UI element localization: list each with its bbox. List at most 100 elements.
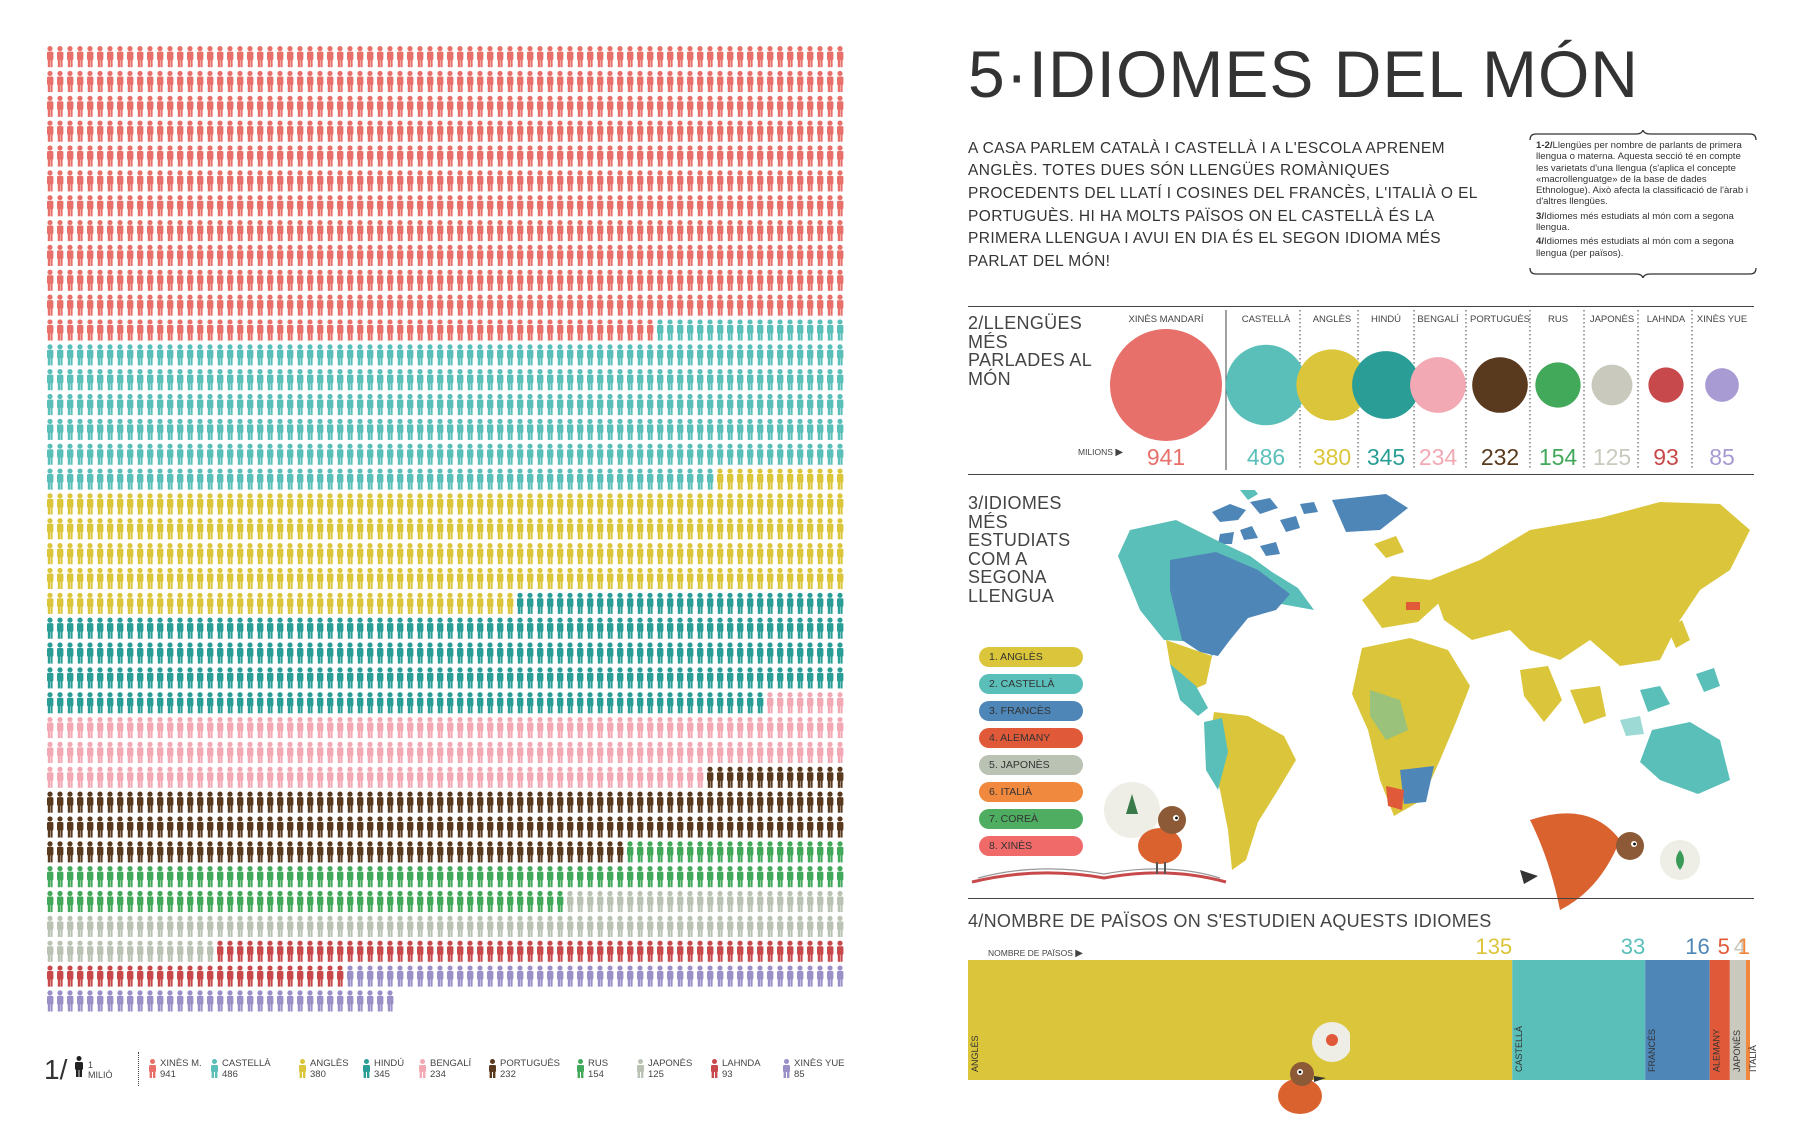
bubble-castella xyxy=(1225,344,1307,426)
legend-value: 486 xyxy=(222,1069,238,1080)
pictograph-series-rus xyxy=(47,841,844,913)
note-4: 4/Idiomes més estudiats al món com a seg… xyxy=(1536,236,1734,259)
ranking-item-3: 3. FRANCÈS xyxy=(979,701,1083,721)
bubble-label-japones: JAPONÈS xyxy=(1590,314,1634,325)
legend-separator xyxy=(138,1052,139,1086)
pictograph-chart xyxy=(47,46,844,1012)
bubble-value-xines-mandari: 941 xyxy=(1147,444,1185,470)
notes-text: 1-2/Llengües per nombre de parlants de p… xyxy=(1536,140,1754,262)
bubble-label-bengali: BENGALÍ xyxy=(1417,314,1459,325)
bird-illustration xyxy=(1278,1022,1350,1114)
bubble-xines-yue xyxy=(1705,368,1739,402)
world-map xyxy=(1118,490,1750,870)
section4-unit-label: NOMBRE DE PAÏSOS ▶ xyxy=(988,948,1083,959)
legend-name: LAHNDA xyxy=(722,1058,761,1069)
bubble-value-hindu: 345 xyxy=(1367,444,1405,470)
pictograph-series-portugues xyxy=(47,766,844,863)
legend-name: HINDÚ xyxy=(374,1058,405,1069)
bar-value-castella: 33 xyxy=(1621,934,1645,959)
divider-section3 xyxy=(968,474,1754,475)
bar-label-castella: CASTELLÀ xyxy=(1514,1026,1524,1072)
legend-value: 380 xyxy=(310,1069,326,1080)
bubble-value-japones: 125 xyxy=(1593,444,1631,470)
bubble-label-rus: RUS xyxy=(1548,314,1568,325)
ranking-item-7: 7. COREÀ xyxy=(979,809,1083,829)
legend-value: 125 xyxy=(648,1069,664,1080)
divider-section4 xyxy=(968,898,1754,899)
legend-value: 941 xyxy=(160,1069,176,1080)
notes-bracket xyxy=(1529,130,1757,278)
pictograph-series-hindu xyxy=(47,592,844,714)
bubble-xines-mandari xyxy=(1110,329,1222,441)
bar-label-angles: ANGLÈS xyxy=(970,1035,980,1072)
note-1-2: 1-2/Llengües per nombre de parlants de p… xyxy=(1536,140,1748,208)
section2-title: 2/LLENGÜES MÉS PARLADES AL MÓN xyxy=(968,313,1092,389)
legend-value: 232 xyxy=(500,1069,516,1080)
bar-value-japones: 4 xyxy=(1734,934,1746,959)
section3-title: 3/IDIOMES MÉS ESTUDIATS COM A SEGONA LLE… xyxy=(968,493,1071,606)
bubble-label-angles: ANGLÈS xyxy=(1313,314,1352,325)
ranking-item-8: 8. XINÈS xyxy=(979,836,1083,856)
bubble-value-angles: 380 xyxy=(1313,444,1351,470)
pictograph-series-xines-m xyxy=(47,46,844,341)
pictograph-series-bengali xyxy=(47,692,844,788)
bar-segment-alemany xyxy=(1709,960,1730,1080)
greenland xyxy=(1332,494,1408,532)
bubble-value-castella: 486 xyxy=(1247,444,1285,470)
bubble-chart: XINÈS MANDARÍ 941 CASTELLÀ 486 ANGLÈS 380 HIND… xyxy=(1110,310,1748,470)
bubble-value-xines-yue: 85 xyxy=(1709,444,1735,470)
note-3: 3/Idiomes més estudiats al món com a seg… xyxy=(1536,210,1734,234)
section2-unit-label: MILIONS ▶ xyxy=(1078,447,1124,458)
bubble-label-hindu: HINDÚ xyxy=(1371,314,1401,325)
ranking-item-2: 2. CASTELLÀ xyxy=(979,674,1083,694)
ranking-item-5: 5. JAPONÈS xyxy=(979,755,1083,775)
bar-value-frances: 16 xyxy=(1685,934,1709,959)
bubble-japones xyxy=(1591,364,1633,406)
legend-name: XINÈS M. xyxy=(160,1058,202,1069)
bar-label-alemany: ALEMANY xyxy=(1712,1029,1722,1072)
ranking-item-1: 1. ANGLÈS xyxy=(979,647,1083,667)
ranking-item-4: 4. ALEMANY xyxy=(979,728,1083,748)
bubble-bengali xyxy=(1410,357,1466,413)
bubble-portugues xyxy=(1472,357,1528,413)
bar-label-japones: JAPONÈS xyxy=(1732,1030,1742,1072)
pictograph-series-japones xyxy=(47,890,844,962)
bubble-hindu xyxy=(1352,351,1420,419)
bubble-label-xines-mandari: XINÈS MANDARÍ xyxy=(1129,314,1204,325)
bar-label-frances: FRANCÈS xyxy=(1647,1029,1657,1072)
bubble-lahnda xyxy=(1648,367,1684,403)
intro-text: A CASA PARLEM CATALÀ I CASTELLÀ I A L'ES… xyxy=(968,139,1478,271)
bubble-value-bengali: 234 xyxy=(1419,444,1458,470)
pictograph-series-lahnda xyxy=(47,940,844,987)
legend-name: CASTELLÀ xyxy=(222,1058,271,1069)
bubble-value-rus: 154 xyxy=(1539,444,1578,470)
bubble-angles xyxy=(1296,349,1368,421)
pictograph-series-angles xyxy=(47,468,844,614)
bar-value-angles: 135 xyxy=(1475,934,1512,959)
bubble-rus xyxy=(1535,362,1581,408)
legend-name: BENGALÍ xyxy=(430,1058,472,1069)
arctic-islands xyxy=(1212,498,1318,556)
pictograph-legend: 1/ 1 MILIÓ XINÈS M. 941 CASTELLÀ 486 ANGLÈS 3… xyxy=(44,1052,864,1092)
bar-segment-frances xyxy=(1645,960,1710,1080)
pictograph-series-castella xyxy=(47,319,844,490)
bar-segment-angles xyxy=(968,960,1513,1080)
bar-value-italia: 1 xyxy=(1738,934,1750,959)
legend-value: 85 xyxy=(794,1069,805,1080)
legend-value: 345 xyxy=(374,1069,390,1080)
bird-on-book-illustration xyxy=(971,782,1227,884)
person-icon xyxy=(75,1056,83,1077)
legend-name: PORTUGUÈS xyxy=(500,1058,561,1069)
bubble-label-castella: CASTELLÀ xyxy=(1242,314,1291,325)
legend-name: ANGLÈS xyxy=(310,1058,349,1069)
bubble-label-xines-yue: XINÈS YUE xyxy=(1697,314,1748,325)
legend-name: XINÈS YUE xyxy=(794,1058,845,1069)
legend-value: 93 xyxy=(722,1069,733,1080)
bar-value-alemany: 5 xyxy=(1718,934,1730,959)
bar-label-italia: ITALIÀ xyxy=(1748,1045,1758,1072)
divider-section2 xyxy=(968,306,1754,307)
legend-name: RUS xyxy=(588,1058,609,1069)
legend-name: JAPONÈS xyxy=(648,1058,693,1069)
bubble-value-lahnda: 93 xyxy=(1653,444,1679,470)
pictograph-series-xines-yue xyxy=(47,965,844,1012)
